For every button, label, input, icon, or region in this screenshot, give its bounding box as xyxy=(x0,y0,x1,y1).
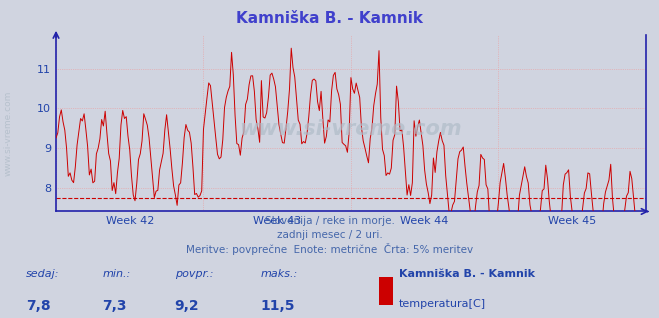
Text: Kamniška B. - Kamnik: Kamniška B. - Kamnik xyxy=(399,269,534,279)
Text: povpr.:: povpr.: xyxy=(175,269,213,279)
Text: zadnji mesec / 2 uri.: zadnji mesec / 2 uri. xyxy=(277,230,382,239)
Text: temperatura[C]: temperatura[C] xyxy=(399,299,486,309)
Text: maks.:: maks.: xyxy=(260,269,298,279)
Text: www.si-vreme.com: www.si-vreme.com xyxy=(240,119,462,139)
Text: sedaj:: sedaj: xyxy=(26,269,60,279)
Text: 11,5: 11,5 xyxy=(260,299,295,313)
Text: Meritve: povprečne  Enote: metrične  Črta: 5% meritev: Meritve: povprečne Enote: metrične Črta:… xyxy=(186,243,473,255)
Text: www.si-vreme.com: www.si-vreme.com xyxy=(3,91,13,176)
Text: Slovenija / reke in morje.: Slovenija / reke in morje. xyxy=(264,216,395,226)
Text: 7,3: 7,3 xyxy=(102,299,127,313)
Text: 7,8: 7,8 xyxy=(26,299,51,313)
Text: min.:: min.: xyxy=(102,269,130,279)
Text: 9,2: 9,2 xyxy=(175,299,199,313)
Text: Kamniška B. - Kamnik: Kamniška B. - Kamnik xyxy=(236,11,423,26)
